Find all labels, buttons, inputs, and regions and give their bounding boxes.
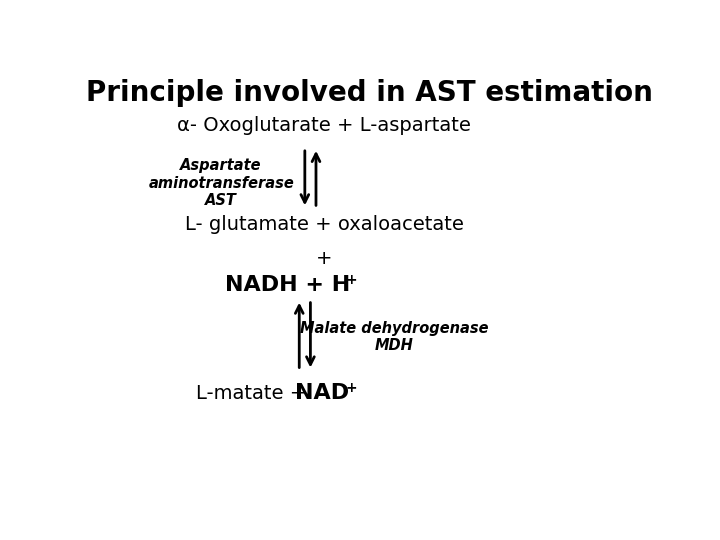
Text: Principle involved in AST estimation: Principle involved in AST estimation	[86, 79, 652, 107]
Text: L- glutamate + oxaloacetate: L- glutamate + oxaloacetate	[185, 215, 464, 234]
Text: Malate dehydrogenase
MDH: Malate dehydrogenase MDH	[300, 321, 488, 353]
Text: +: +	[316, 248, 333, 268]
Text: +: +	[346, 381, 357, 395]
Text: L-matate +: L-matate +	[197, 384, 313, 403]
Text: α- Oxoglutarate + L-aspartate: α- Oxoglutarate + L-aspartate	[177, 116, 472, 134]
Text: Aspartate
aminotransferase
AST: Aspartate aminotransferase AST	[148, 158, 294, 208]
Text: +: +	[346, 273, 357, 287]
Text: NADH + H: NADH + H	[225, 275, 351, 295]
Text: NAD: NAD	[294, 383, 348, 403]
